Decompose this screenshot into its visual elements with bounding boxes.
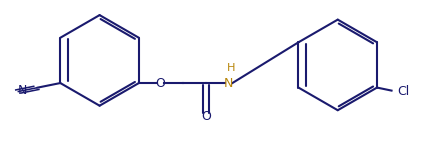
Text: N: N [17, 84, 27, 97]
Text: O: O [201, 110, 211, 123]
Text: Cl: Cl [397, 85, 410, 98]
Text: O: O [155, 77, 165, 90]
Text: H: H [227, 63, 235, 73]
Text: N: N [224, 77, 233, 90]
